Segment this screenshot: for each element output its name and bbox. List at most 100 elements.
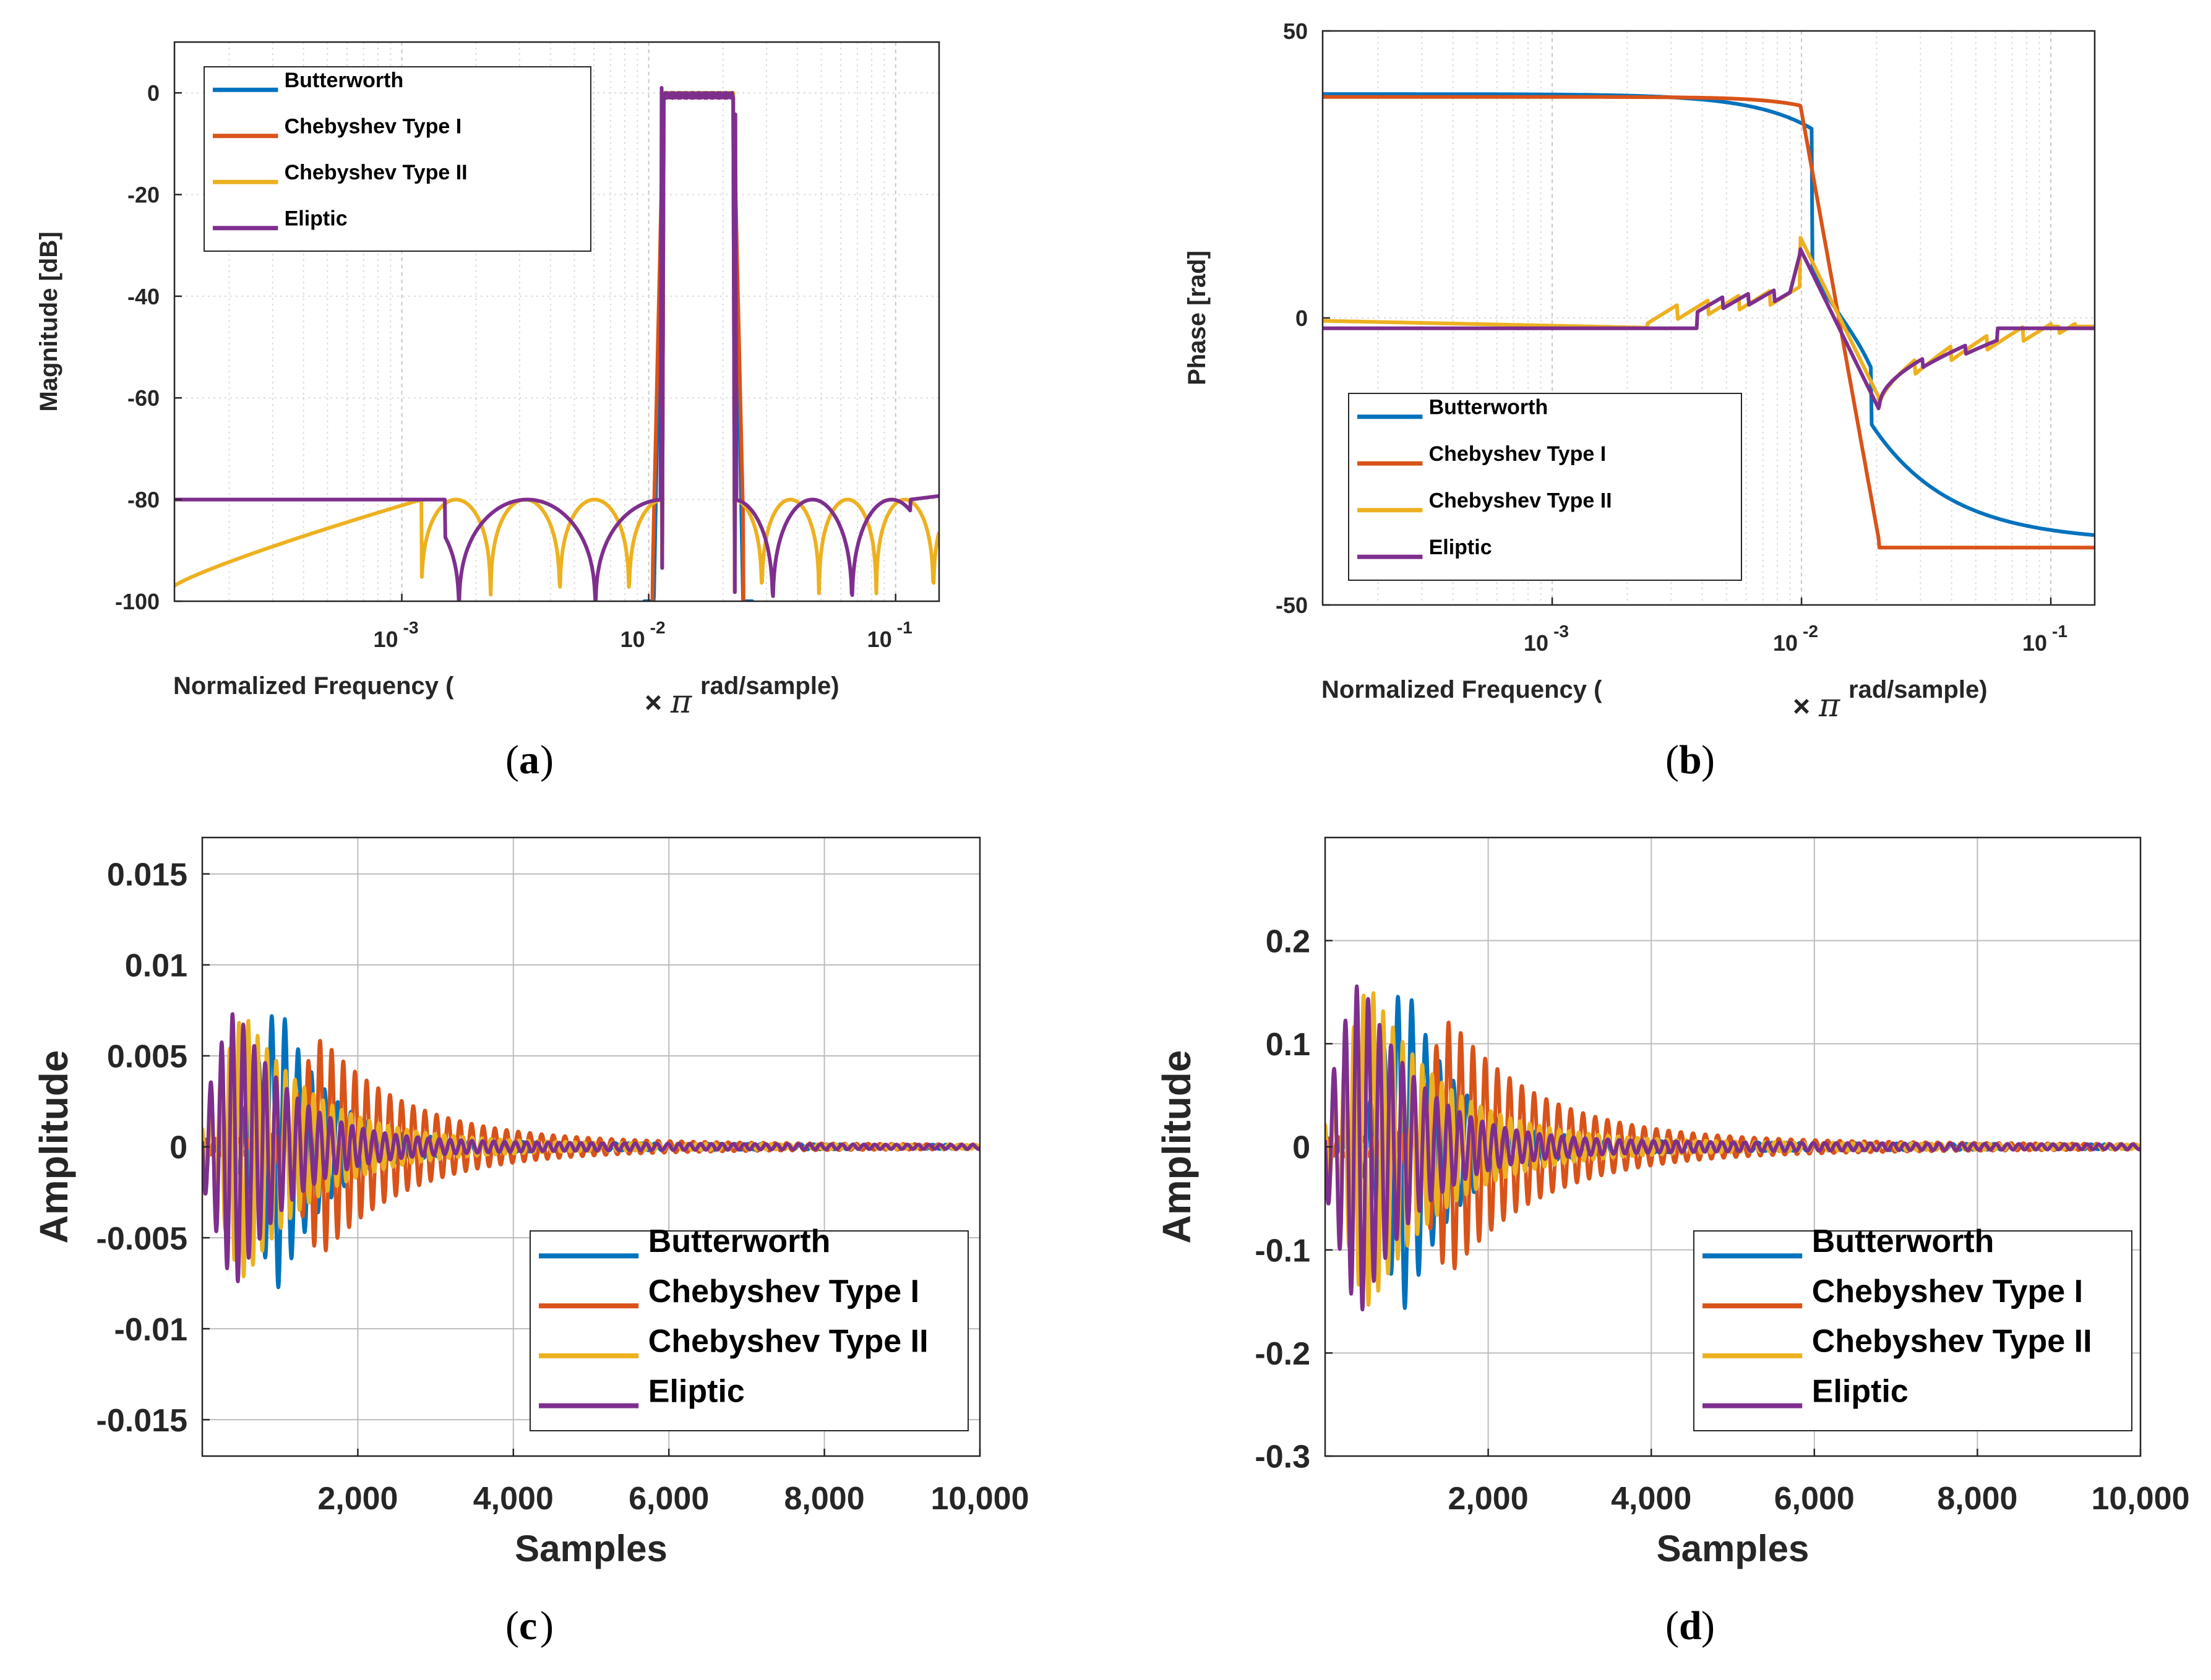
series-eliptic bbox=[1323, 247, 2095, 411]
x-axis-label-pi: π bbox=[670, 684, 692, 721]
legend-box bbox=[530, 1230, 969, 1431]
x-tick-label: 2,000 bbox=[317, 1481, 398, 1517]
panel-b: 50 0 -50 10 -3 10 -2 10 -1 Butterworth Chebyshev T… bbox=[1183, 19, 2096, 782]
y-tick-label: -100 bbox=[115, 589, 160, 614]
legend-label-eliptic: Eliptic bbox=[1429, 536, 1492, 559]
series-eliptic bbox=[1325, 984, 2140, 1312]
series-eliptic bbox=[174, 86, 939, 601]
y-tick-label: 0 bbox=[1295, 306, 1308, 331]
legend: Butterworth Chebyshev Type I Chebyshev Typ… bbox=[1348, 393, 1742, 581]
x-axis-label: Samples bbox=[515, 1528, 668, 1569]
x-tick-label: 10 -2 bbox=[620, 618, 666, 652]
legend: Butterworth Chebyshev Type I Chebyshev Typ… bbox=[530, 1224, 969, 1431]
series-lines bbox=[1325, 984, 2140, 1312]
x-axis-label-left: Normalized Frequency ( bbox=[1321, 676, 1602, 703]
x-tick-label: 6,000 bbox=[629, 1481, 709, 1517]
x-tick-base: 10 bbox=[620, 627, 645, 652]
legend-label-chebyshev-type-2: Chebyshev Type II bbox=[1429, 489, 1612, 513]
y-tick-label: -0.01 bbox=[114, 1312, 187, 1348]
legend-label-butterworth: Butterworth bbox=[285, 69, 404, 92]
legend-box bbox=[1693, 1230, 2132, 1431]
panel-caption: (d) bbox=[1665, 1603, 1715, 1648]
x-tick-label: 10 -1 bbox=[867, 618, 912, 652]
caption-open-paren: ( bbox=[505, 737, 519, 782]
x-tick-base: 10 bbox=[1773, 630, 1798, 656]
legend-label-eliptic: Eliptic bbox=[648, 1373, 745, 1409]
y-tick-label: 0.01 bbox=[125, 948, 187, 984]
y-tick-label: -20 bbox=[127, 182, 160, 208]
panel-c: 0.015 0.01 0.005 0 -0.005 -0.01 -0.015 2,000 4,0… bbox=[32, 836, 1029, 1648]
series-butterworth bbox=[1323, 92, 2095, 538]
x-axis-label-right: rad/sample) bbox=[700, 672, 839, 700]
legend-label-chebyshev-type-2: Chebyshev Type II bbox=[285, 161, 468, 184]
y-axis-label: Phase [rad] bbox=[1183, 251, 1211, 385]
x-tick-base: 10 bbox=[1524, 630, 1548, 656]
panel-d: 0.2 0.1 0 -0.1 -0.2 -0.3 2,000 4,000 6,000 8,000 1… bbox=[1154, 836, 2190, 1648]
y-axis-label: Amplitude bbox=[1154, 1050, 1199, 1244]
legend-label-chebyshev-type-1: Chebyshev Type I bbox=[1429, 442, 1607, 466]
series-lines bbox=[174, 86, 939, 601]
caption-open-paren: ( bbox=[1665, 737, 1679, 782]
y-axis-label: Amplitude bbox=[32, 1050, 76, 1244]
x-tick-base: 10 bbox=[2022, 630, 2047, 656]
panel-a: 0 -20 -40 -60 -80 -100 10 -3 10 -2 10 -1 Butterworth… bbox=[35, 41, 940, 782]
x-axis-label-right: rad/sample) bbox=[1848, 676, 1988, 703]
y-tick-label: -0.015 bbox=[97, 1403, 187, 1439]
y-tick-label: -80 bbox=[127, 487, 160, 513]
x-tick-label: 2,000 bbox=[1448, 1481, 1529, 1517]
series-chebyshev-type-2 bbox=[174, 91, 939, 597]
x-tick-label: 8,000 bbox=[1937, 1481, 2017, 1517]
y-tick-label: -40 bbox=[127, 284, 160, 309]
y-tick-label: 0.2 bbox=[1266, 924, 1310, 959]
y-tick-label: 0.015 bbox=[107, 857, 187, 893]
caption-letter: c bbox=[519, 1603, 537, 1648]
x-tick-label: 10 -3 bbox=[1524, 622, 1569, 656]
x-tick-label: 10 -2 bbox=[1773, 622, 1818, 656]
caption-letter: b bbox=[1679, 737, 1702, 782]
legend-box bbox=[1348, 393, 1742, 581]
x-axis-label-left: Normalized Frequency ( bbox=[173, 672, 454, 700]
series-eliptic bbox=[202, 1012, 980, 1284]
y-tick-label: 0.005 bbox=[107, 1039, 187, 1075]
x-axis-label-pi: π bbox=[1818, 687, 1840, 724]
x-tick-label: 8,000 bbox=[784, 1481, 865, 1517]
x-tick-exp: -2 bbox=[650, 618, 666, 637]
y-tick-label: -0.005 bbox=[97, 1221, 187, 1257]
y-tick-label: -0.2 bbox=[1255, 1336, 1310, 1372]
x-tick-base: 10 bbox=[373, 627, 398, 652]
x-tick-label: 10,000 bbox=[930, 1481, 1029, 1517]
x-tick-exp: -2 bbox=[1803, 622, 1818, 641]
caption-close-paren: ) bbox=[1701, 1603, 1715, 1648]
y-tick-label: -50 bbox=[1276, 593, 1308, 618]
y-tick-label: -60 bbox=[127, 385, 160, 411]
x-axis-label: Normalized Frequency (× π rad/sample) bbox=[1321, 676, 1988, 724]
grid bbox=[174, 42, 939, 602]
x-tick-label: 10,000 bbox=[2091, 1481, 2189, 1517]
series-chebyshev-type-1 bbox=[1323, 95, 2095, 550]
x-tick-exp: -1 bbox=[2052, 622, 2067, 641]
axes-box bbox=[173, 41, 940, 602]
x-tick-exp: -3 bbox=[1553, 622, 1569, 641]
y-axis-label: Magnitude [dB] bbox=[35, 231, 62, 411]
caption-close-paren: ) bbox=[540, 1603, 554, 1648]
legend-label-chebyshev-type-1: Chebyshev Type I bbox=[285, 115, 462, 139]
x-tick-base: 10 bbox=[867, 627, 892, 652]
caption-open-paren: ( bbox=[1665, 1603, 1679, 1648]
legend: Butterworth Chebyshev Type I Chebyshev Typ… bbox=[204, 66, 591, 252]
y-tick-label: -0.1 bbox=[1255, 1233, 1310, 1269]
y-tick-label: 0 bbox=[170, 1130, 187, 1166]
caption-close-paren: ) bbox=[540, 737, 554, 782]
x-axis-label: Normalized Frequency (× π rad/sample) bbox=[173, 672, 839, 721]
legend-label-eliptic: Eliptic bbox=[285, 207, 348, 231]
legend-label-chebyshev-type-1: Chebyshev Type I bbox=[648, 1274, 919, 1309]
legend: Butterworth Chebyshev Type I Chebyshev Typ… bbox=[1693, 1224, 2132, 1431]
legend-label-chebyshev-type-2: Chebyshev Type II bbox=[648, 1324, 929, 1360]
y-tick-label: 50 bbox=[1283, 19, 1308, 44]
x-tick-label: 4,000 bbox=[473, 1481, 554, 1517]
panel-caption: (c) bbox=[505, 1603, 554, 1648]
legend-box bbox=[204, 66, 591, 252]
series-lines bbox=[202, 1012, 980, 1290]
y-tick-label: -0.3 bbox=[1255, 1439, 1310, 1475]
caption-close-paren: ) bbox=[1701, 737, 1715, 782]
